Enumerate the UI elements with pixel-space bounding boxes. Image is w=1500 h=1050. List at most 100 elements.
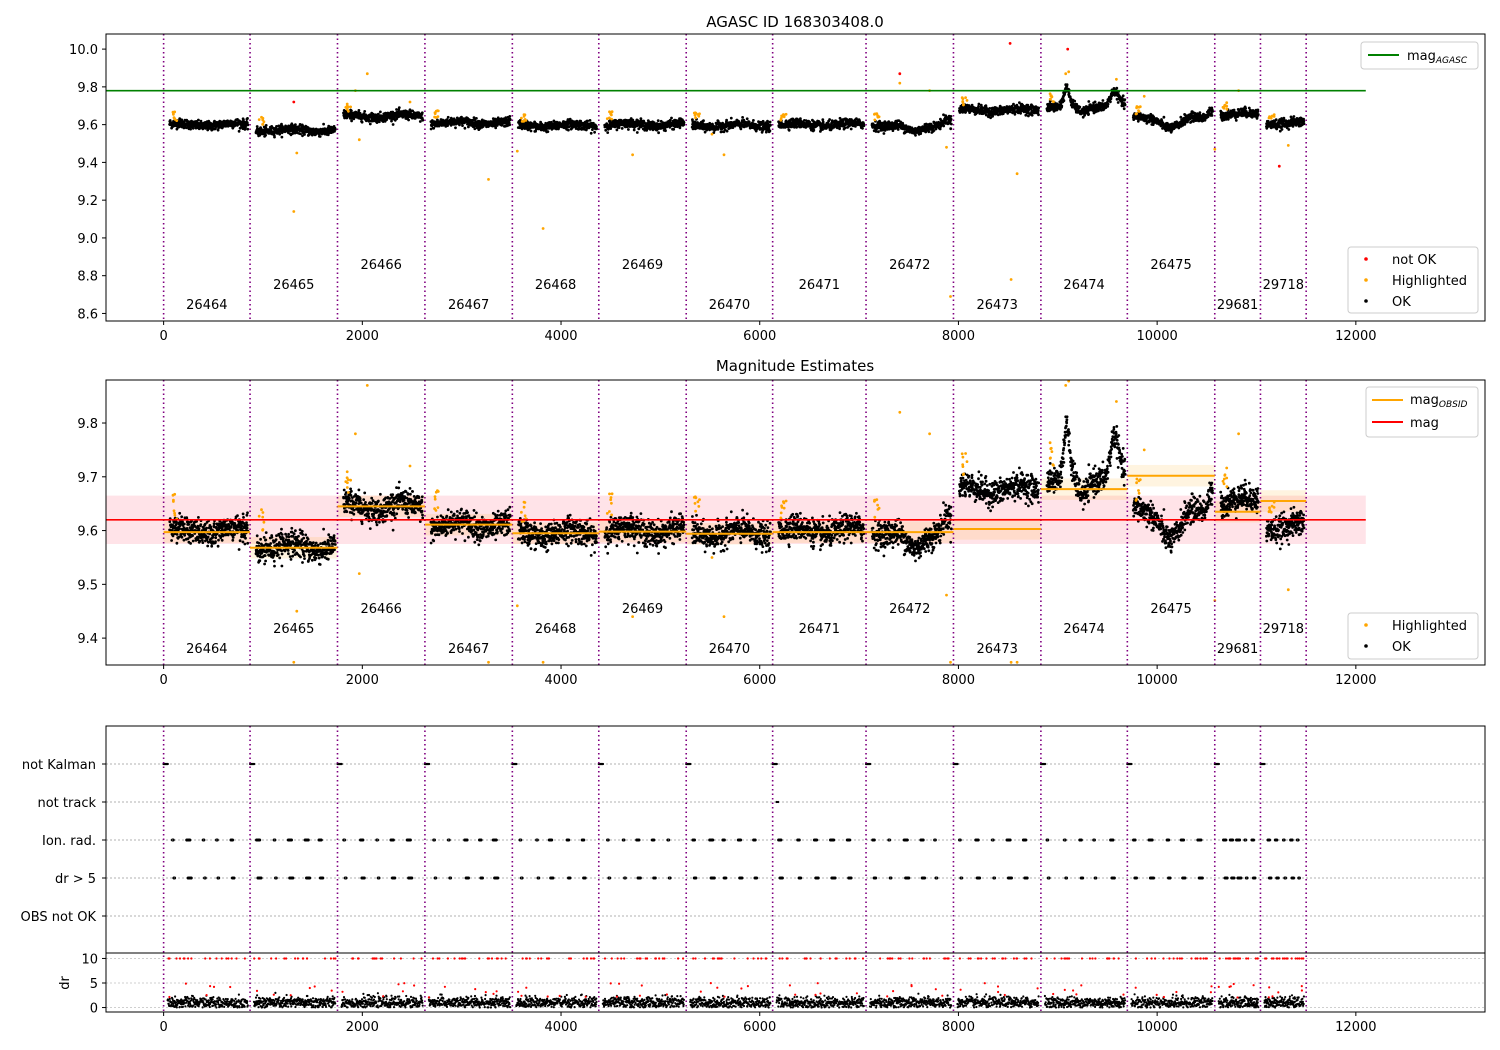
legend-not-ok-label: not OK xyxy=(1392,253,1437,268)
x-tick-label: 12000 xyxy=(1335,329,1376,344)
flags-panel-x-axis: 0 2000 4000 6000 8000 10000 12000 xyxy=(159,1012,1377,1035)
x-tick-label: 6000 xyxy=(743,329,776,344)
flag-not-track-points xyxy=(775,800,780,804)
legend-ok-marker xyxy=(1364,299,1368,303)
magnitude-panel-legend-top: magOBSID mag xyxy=(1365,386,1479,438)
svg-text:magAGASC: magAGASC xyxy=(1407,49,1468,66)
magnitude-panel-obsid-labels: 26464 26465 26466 26467 26468 26469 26470 26471… xyxy=(186,602,1304,657)
y-tick-label: 9.8 xyxy=(77,417,98,432)
legend-obsid-sub: OBSID xyxy=(1439,400,1468,410)
dr-tick-label: 0 xyxy=(90,1002,98,1017)
dr-tick-label: 5 xyxy=(90,977,98,992)
obsid-label: 26473 xyxy=(977,642,1018,657)
obsid-label: 26467 xyxy=(448,642,489,657)
y-tick-label: 9.5 xyxy=(77,578,98,593)
agasc-panel-frame xyxy=(105,33,1486,322)
obsid-label: 26466 xyxy=(361,602,402,617)
flag-row-label: dr > 5 xyxy=(55,872,96,887)
legend2-highlighted-label: Highlighted xyxy=(1392,619,1467,634)
legend2-highlighted-marker xyxy=(1364,623,1368,627)
y-tick-label: 9.8 xyxy=(77,81,98,96)
magnitude-panel: Magnitude Estimates 26464 26465 26466 26467… xyxy=(77,357,1486,688)
legend2-ok-label: OK xyxy=(1392,640,1411,655)
x-tick-label: 4000 xyxy=(544,329,577,344)
flag-dr-gt-5-points xyxy=(172,876,1302,880)
legend-agasc-sub: AGASC xyxy=(1435,56,1468,66)
x-tick-label: 8000 xyxy=(942,673,975,688)
obsid-label: 29718 xyxy=(1263,278,1304,293)
legend-not-ok-marker xyxy=(1364,257,1368,261)
x-tick-label: 12000 xyxy=(1335,673,1376,688)
flag-row-label: not track xyxy=(37,796,96,811)
x-tick-label: 6000 xyxy=(743,673,776,688)
agasc-panel-y-axis: 8.6 8.8 9.0 9.2 9.4 9.6 9.8 10.0 xyxy=(69,43,106,322)
obsid-label: 26473 xyxy=(977,298,1018,313)
flags-panel-points xyxy=(162,762,1305,1009)
y-tick-label: 9.6 xyxy=(77,525,98,540)
obsid-label: 29681 xyxy=(1217,642,1258,657)
obsid-label: 26468 xyxy=(535,622,576,637)
agasc-panel-obsid-labels: 26464 26465 26466 26467 26468 26469 26470 26471… xyxy=(186,258,1304,313)
agasc-panel-title: AGASC ID 168303408.0 xyxy=(706,13,884,31)
legend-agasc-label: mag xyxy=(1407,49,1436,64)
x-tick-label: 0 xyxy=(159,329,167,344)
flags-panel: not Kalman not track Ion. rad. dr > 5 OBS no… xyxy=(21,725,1486,1035)
flags-panel-frame xyxy=(105,725,1486,1013)
obsid-label: 26470 xyxy=(709,298,750,313)
svg-text:magOBSID: magOBSID xyxy=(1410,393,1468,410)
obsid-label: 26474 xyxy=(1063,622,1104,637)
legend2-ok-marker xyxy=(1364,644,1368,648)
x-tick-label: 0 xyxy=(159,1020,167,1035)
y-tick-label: 10.0 xyxy=(69,43,98,58)
obsid-label: 26472 xyxy=(889,602,930,617)
x-tick-label: 6000 xyxy=(743,1020,776,1035)
flag-not-kalman-points xyxy=(162,762,1266,766)
dr-ok-points xyxy=(166,991,1305,1009)
not-ok-points xyxy=(292,42,1281,168)
magnitude-panel-legend-bottom: Highlighted OK xyxy=(1347,612,1479,660)
agasc-panel-x-axis: 0 2000 4000 6000 8000 10000 12000 xyxy=(159,321,1377,344)
obsid-label: 26475 xyxy=(1150,258,1191,273)
agasc-panel-points xyxy=(168,42,1306,298)
obsid-label: 26471 xyxy=(799,278,840,293)
x-tick-label: 10000 xyxy=(1136,329,1177,344)
magnitude-panel-title: Magnitude Estimates xyxy=(716,357,874,375)
agasc-panel: AGASC ID 168303408.0 2646426465264662646… xyxy=(69,13,1486,344)
obsid-label: 26475 xyxy=(1150,602,1191,617)
x-tick-label: 8000 xyxy=(942,329,975,344)
obsid-label: 26470 xyxy=(709,642,750,657)
x-tick-label: 2000 xyxy=(346,673,379,688)
obsid-label: 26464 xyxy=(186,298,227,313)
legend-highlighted-label: Highlighted xyxy=(1392,274,1467,289)
obsid-label: 26468 xyxy=(535,278,576,293)
legend-obsid-label: mag xyxy=(1410,393,1439,408)
y-tick-label: 9.4 xyxy=(77,156,98,171)
ok-points xyxy=(168,83,1306,139)
obsid-label: 26471 xyxy=(799,622,840,637)
x-tick-label: 10000 xyxy=(1136,1020,1177,1035)
y-tick-label: 9.4 xyxy=(77,632,98,647)
legend-highlighted-marker xyxy=(1364,278,1368,282)
obsid-label: 29681 xyxy=(1217,298,1258,313)
y-tick-label: 9.2 xyxy=(77,194,98,209)
y-tick-label: 9.6 xyxy=(77,119,98,134)
agasc-panel-legend-top: magAGASC xyxy=(1360,41,1479,70)
ok-points xyxy=(168,415,1306,568)
obsid-label: 26464 xyxy=(186,642,227,657)
obsid-label: 26465 xyxy=(273,278,314,293)
obsid-label: 26469 xyxy=(622,602,663,617)
magnitude-panel-y-axis: 9.4 9.5 9.6 9.7 9.8 xyxy=(77,417,106,647)
flag-ion-rad-points xyxy=(170,838,1300,842)
x-tick-label: 10000 xyxy=(1136,673,1177,688)
y-tick-label: 8.8 xyxy=(77,270,98,285)
obsid-label: 26465 xyxy=(273,622,314,637)
legend-ok-label: OK xyxy=(1392,295,1411,310)
x-tick-label: 4000 xyxy=(544,1020,577,1035)
x-tick-label: 0 xyxy=(159,673,167,688)
obsid-label: 26474 xyxy=(1063,278,1104,293)
magnitude-panel-frame xyxy=(105,379,1486,666)
obsid-label: 26467 xyxy=(448,298,489,313)
x-tick-label: 4000 xyxy=(544,673,577,688)
y-tick-label: 8.6 xyxy=(77,307,98,322)
